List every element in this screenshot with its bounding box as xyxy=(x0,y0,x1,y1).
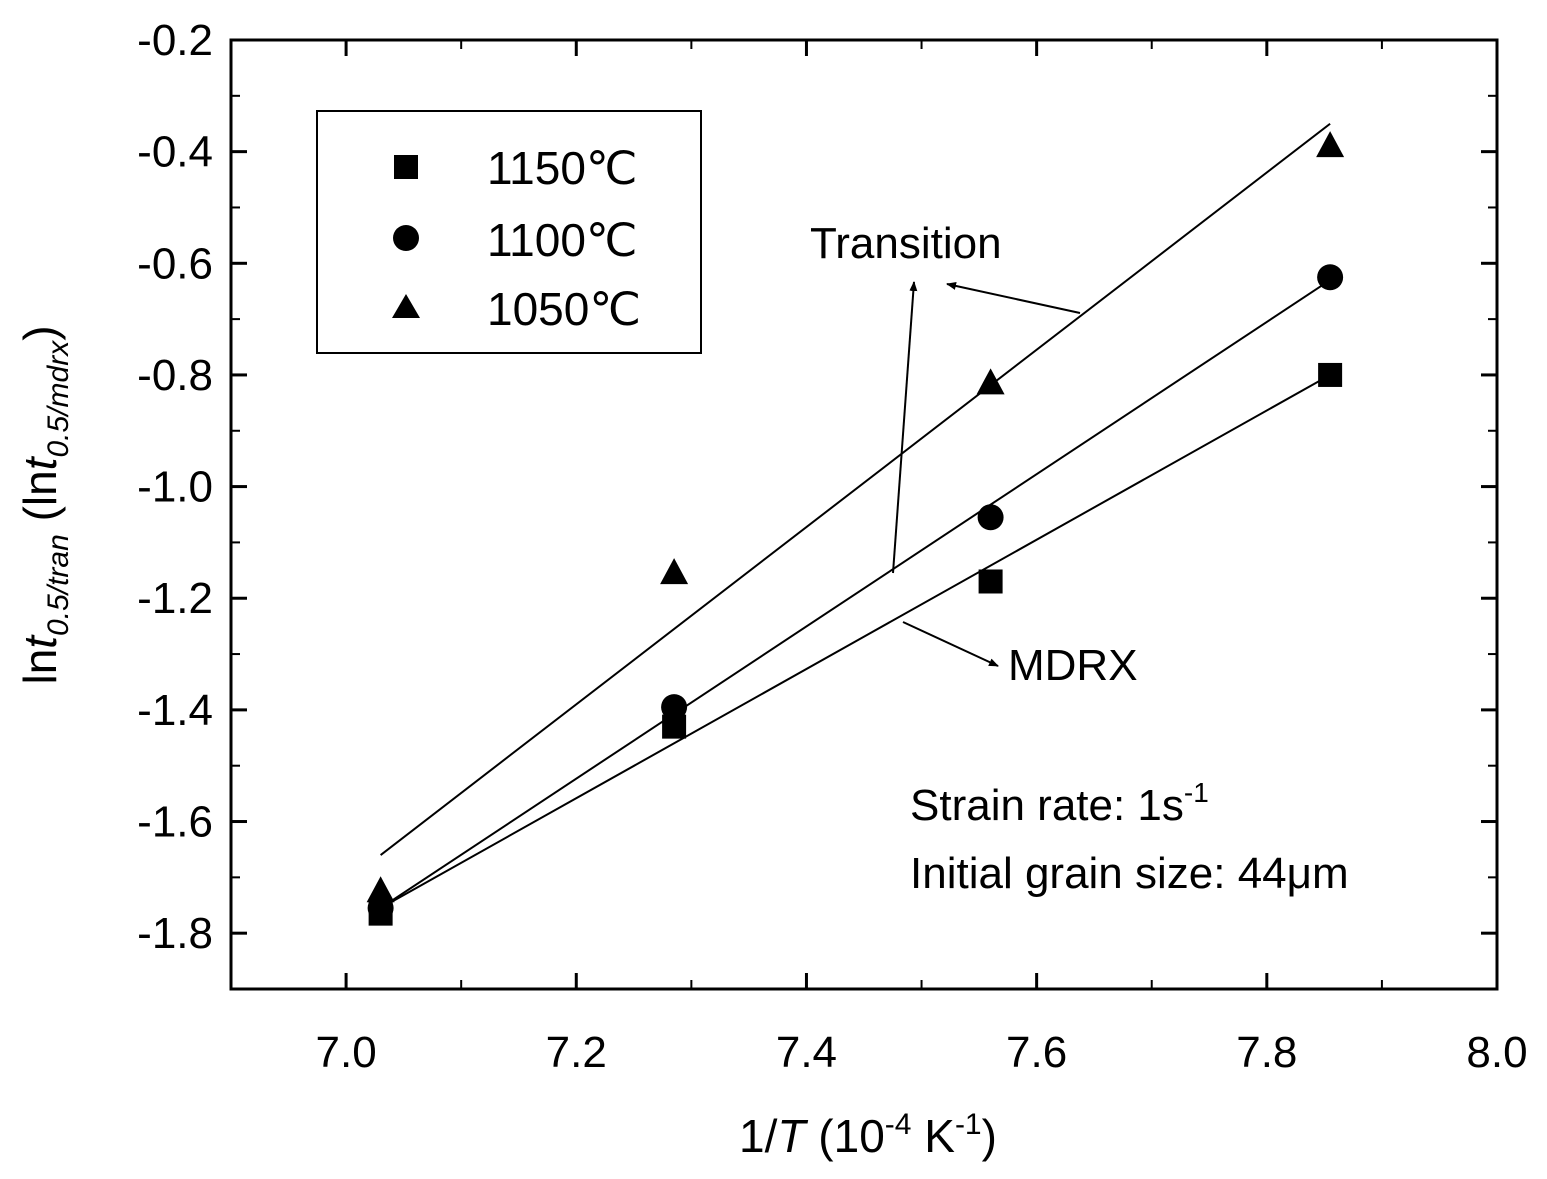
legend: 1150℃ 1100℃ 1050℃ xyxy=(316,110,702,354)
y-tick-label: -1.2 xyxy=(137,574,213,623)
y-label-ln1: ln xyxy=(14,649,66,685)
x-tick-labels: 7.0 7.2 7.4 7.6 7.8 8.0 xyxy=(316,1028,1528,1077)
x-axis-label: 1/T (10-4 K-1) xyxy=(739,1108,997,1162)
legend-marker-circle xyxy=(393,225,419,251)
transition-arrow-2 xyxy=(892,281,918,574)
x-label-prefix: 1/ xyxy=(739,1110,778,1162)
annotation-transition-label: Transition xyxy=(810,219,1002,268)
x-label-var: T xyxy=(777,1110,808,1162)
y-label-t1: t xyxy=(14,634,66,649)
point-triangle xyxy=(1316,131,1345,158)
point-square xyxy=(978,569,1003,594)
fit-lines xyxy=(380,122,1331,909)
transition-arrow-1 xyxy=(946,282,1081,314)
mdrx-arrow xyxy=(902,621,999,667)
annotation-mdrx-label: MDRX xyxy=(1008,641,1138,690)
fit-line-circle xyxy=(380,279,1331,909)
y-tick-label: -0.6 xyxy=(137,239,213,288)
plot-frame xyxy=(229,38,1499,991)
x-label-unit: K xyxy=(911,1110,955,1162)
x-tick-label: 7.6 xyxy=(1006,1028,1067,1077)
x-label-unit-exp: -1 xyxy=(955,1108,982,1141)
x-tick-label: 8.0 xyxy=(1466,1028,1527,1077)
data-points xyxy=(366,131,1345,926)
y-label-t2: t xyxy=(14,455,66,470)
legend-label-1050: 1050℃ xyxy=(487,283,641,335)
legend-marker-triangle xyxy=(392,294,420,318)
legend-marker-square xyxy=(394,155,418,179)
fit-line-square xyxy=(380,374,1331,909)
y-label-sub1: 0.5/tran xyxy=(42,534,75,636)
x-label-close: ) xyxy=(982,1110,997,1162)
point-triangle xyxy=(366,876,395,903)
y-tick-label: -1.6 xyxy=(137,798,213,847)
legend-label-1100: 1100℃ xyxy=(487,214,638,266)
point-circle xyxy=(661,694,688,721)
grain-size-text: Initial grain size: 44μm xyxy=(910,849,1349,898)
y-tick-label: -0.8 xyxy=(137,351,213,400)
y-label-close: ) xyxy=(14,325,66,340)
y-label-sub2: 0.5/mdrx xyxy=(42,340,75,458)
point-triangle xyxy=(976,368,1005,395)
y-tick-label: -1.4 xyxy=(137,686,213,735)
strain-rate-exp: -1 xyxy=(1184,777,1209,808)
x-tick-label: 7.0 xyxy=(316,1028,377,1077)
y-tick-label: -0.4 xyxy=(137,128,213,177)
y-axis-label: lnt0.5/tran (lnt0.5/mdrx) xyxy=(14,325,75,684)
annotation-mdrx: MDRX xyxy=(902,621,1138,690)
legend-box xyxy=(316,110,702,354)
annotation-transition: Transition xyxy=(810,219,1081,574)
point-triangle xyxy=(660,558,689,585)
x-label-exp: -4 xyxy=(885,1108,912,1141)
x-tick-label: 7.8 xyxy=(1236,1028,1297,1077)
axis-ticks xyxy=(231,38,1499,990)
strain-rate-text: Strain rate: 1s-1 xyxy=(910,777,1209,830)
y-label-open: (ln xyxy=(14,470,66,534)
fit-line-triangle xyxy=(380,122,1331,856)
point-square xyxy=(1318,362,1343,387)
point-circle xyxy=(977,504,1004,531)
legend-label-1150: 1150℃ xyxy=(487,142,638,194)
x-tick-label: 7.2 xyxy=(546,1028,607,1077)
y-tick-label: -1.0 xyxy=(137,463,213,512)
y-tick-label: -1.8 xyxy=(137,909,213,958)
x-tick-label: 7.4 xyxy=(776,1028,837,1077)
x-label-mid: (10 xyxy=(806,1110,885,1162)
y-tick-labels: -0.2 -0.4 -0.6 -0.8 -1.0 -1.2 -1.4 -1.6 -1.8 xyxy=(137,16,213,958)
point-circle xyxy=(1317,264,1344,291)
strain-rate-main: Strain rate: 1s xyxy=(910,781,1184,830)
y-tick-label: -0.2 xyxy=(137,16,213,65)
